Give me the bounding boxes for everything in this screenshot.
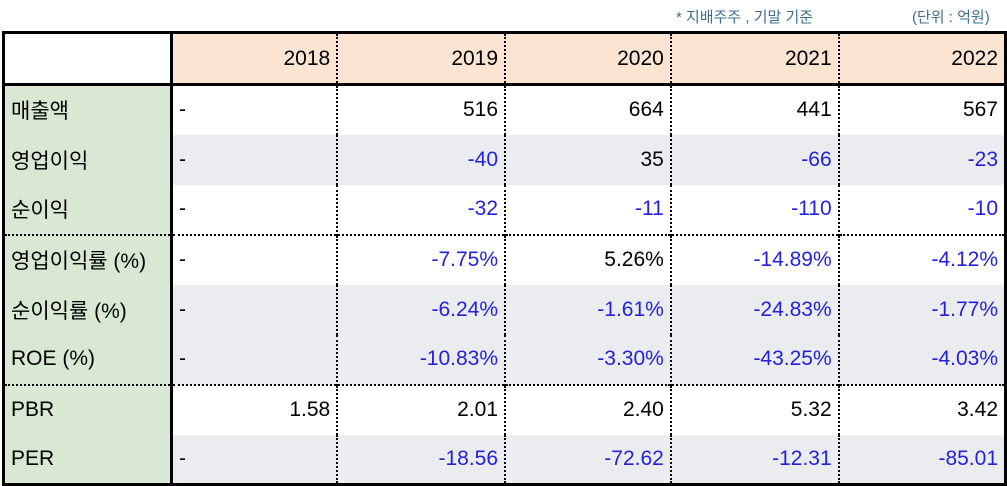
unit-note: (단위 : 억원)	[912, 9, 990, 26]
table-cell: 664	[505, 84, 672, 135]
table-cell: -40	[337, 134, 507, 185]
table-cell: -32	[337, 184, 507, 235]
table-cell: -24.83%	[670, 284, 840, 335]
table-cell: -12.31	[670, 434, 840, 486]
row-label: PBR	[2, 383, 173, 435]
table-cell: -6.24%	[337, 284, 507, 335]
table-row: PER - -18.56 -72.62 -12.31 -85.01	[2, 434, 1007, 486]
table-cell: 5.26%	[505, 233, 672, 285]
table-cell: -23	[838, 134, 1007, 185]
year-header: 2019	[337, 31, 507, 86]
table-row: 순이익 - -32 -11 -110 -10	[2, 184, 1007, 235]
table-row: 매출액 -516 664 441 567	[2, 84, 1007, 135]
table-cell: 3.42	[838, 383, 1007, 435]
table-cell: 5.32	[670, 383, 840, 435]
table-cell: -1.61%	[505, 284, 672, 335]
table-cell: -10.83%	[337, 334, 507, 385]
row-label: 매출액	[2, 84, 173, 135]
table-cell: -7.75%	[337, 233, 507, 285]
table-cell: -10	[838, 184, 1007, 235]
table-cell: 567	[838, 84, 1007, 135]
table-cell: 516	[337, 84, 507, 135]
table-cell: -	[171, 434, 339, 486]
financial-table: 2018 2019 2020 2021 2022 매출액 -516 664 441 56…	[2, 31, 1007, 486]
table-cell: -66	[670, 134, 840, 185]
table-cell: 1.58	[171, 383, 339, 435]
table-cell: -4.03%	[838, 334, 1007, 385]
table-row: 순이익률 (%) - -6.24% -1.61% -24.83% -1.77%	[2, 284, 1007, 335]
table-row: 영업이익률 (%) - -7.75% 5.26% -14.89% -4.12%	[2, 233, 1007, 285]
table-row: ROE (%) - -10.83% -3.30% -43.25% -4.03%	[2, 334, 1007, 385]
year-header: 2020	[505, 31, 672, 86]
table-cell: -4.12%	[838, 233, 1007, 285]
table-cell: -3.30%	[505, 334, 672, 385]
table-cell: 2.40	[505, 383, 672, 435]
row-label: 순이익률 (%)	[2, 284, 173, 335]
row-label: 순이익	[2, 184, 173, 235]
year-header: 2022	[838, 31, 1007, 86]
table-cell: -	[171, 334, 339, 385]
row-label: 영업이익률 (%)	[2, 233, 173, 285]
table-cell: -	[171, 233, 339, 285]
table-cell: -85.01	[838, 434, 1007, 486]
table-cell: -72.62	[505, 434, 672, 486]
table-row: PBR 1.58 2.01 2.40 5.32 3.42	[2, 383, 1007, 435]
table-cell: -	[171, 84, 339, 135]
table-cell: -	[171, 134, 339, 185]
table-cell: -14.89%	[670, 233, 840, 285]
row-label: PER	[2, 434, 173, 486]
table-cell: 441	[670, 84, 840, 135]
corner-cell	[2, 31, 173, 86]
header-row: 2018 2019 2020 2021 2022	[2, 31, 1007, 86]
table-cell: -	[171, 284, 339, 335]
table-cell: -110	[670, 184, 840, 235]
year-header: 2021	[670, 31, 840, 86]
table-cell: -1.77%	[838, 284, 1007, 335]
table-cell: -11	[505, 184, 672, 235]
table-row: 영업이익 - -40 35 -66 -23	[2, 134, 1007, 185]
table-cell: 2.01	[337, 383, 507, 435]
table-cell: 35	[505, 134, 672, 185]
basis-note: * 지배주주 , 기말 기준	[676, 9, 814, 26]
row-label: ROE (%)	[2, 334, 173, 385]
table-cell: -18.56	[337, 434, 507, 486]
year-header: 2018	[171, 31, 339, 86]
table-cell: -	[171, 184, 339, 235]
table-cell: -43.25%	[670, 334, 840, 385]
row-label: 영업이익	[2, 134, 173, 185]
